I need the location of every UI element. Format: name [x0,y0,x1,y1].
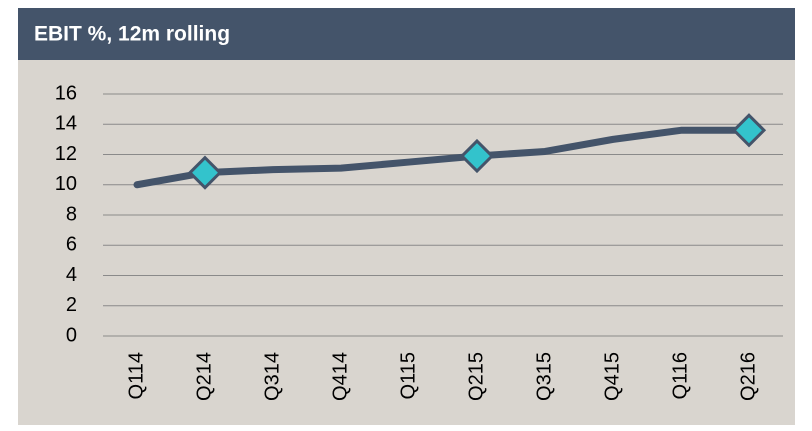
x-tick-label: Q215 [465,352,487,401]
y-tick-label: 8 [66,203,77,225]
data-marker [187,155,223,190]
x-tick-label: Q414 [329,352,351,401]
x-tick-label: Q315 [533,352,555,401]
x-tick-label: Q115 [397,352,419,399]
y-tick-label: 2 [66,294,77,316]
y-tick-label: 16 [55,82,77,104]
data-marker [731,113,767,148]
x-tick-label: Q214 [193,352,215,401]
chart-title: EBIT %, 12m rolling [34,23,230,46]
y-tick-label: 6 [66,234,77,256]
y-tick-label: 10 [55,173,77,195]
x-tick-label: Q314 [261,352,283,401]
x-tick-label: Q116 [669,352,691,399]
data-marker [459,138,495,174]
y-tick-label: 14 [55,113,77,135]
series-line [133,126,753,189]
chart-background [18,8,795,425]
x-tick-label: Q114 [125,352,147,399]
header-bar [18,8,795,60]
y-tick-label: 12 [55,143,77,165]
x-tick-label: Q216 [737,352,759,401]
x-tick-label: Q415 [601,352,623,401]
y-tick-label: 4 [66,264,77,286]
y-tick-label: 0 [66,324,77,346]
